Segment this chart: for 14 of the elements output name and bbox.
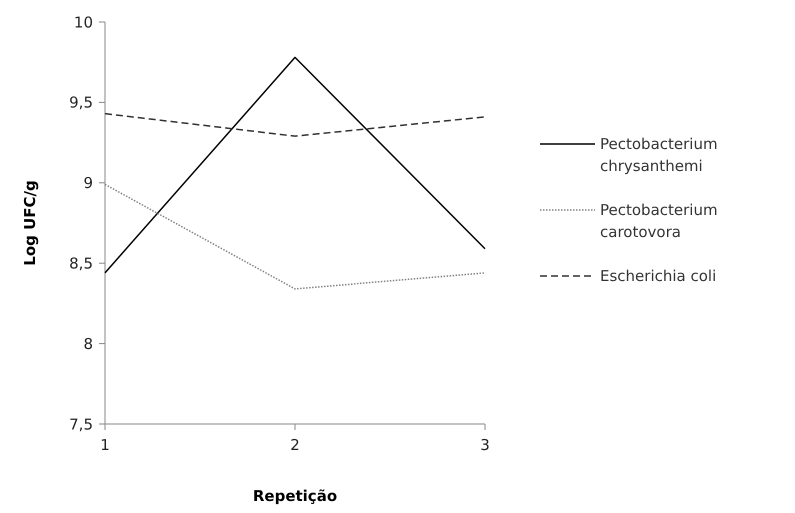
- x-tick-label: 1: [100, 436, 110, 454]
- x-axis-title: Repetição: [252, 487, 338, 505]
- y-tick-label: 8,5: [69, 254, 93, 272]
- legend-label: Pectobacterium carotovora: [600, 201, 718, 241]
- x-tick-label: 2: [290, 436, 300, 454]
- legend-label: Escherichia coli: [600, 267, 716, 285]
- y-tick-label: 8: [83, 334, 93, 353]
- x-tick-label: 3: [480, 436, 490, 454]
- y-tick-label: 7,5: [69, 415, 93, 434]
- y-tick-label: 9: [83, 174, 93, 192]
- y-tick-label: 9,5: [69, 94, 93, 112]
- legend-label: Pectobacterium chrysanthemi: [600, 135, 718, 175]
- y-axis-title: Log UFC/g: [21, 180, 39, 266]
- y-tick-label: 10: [74, 13, 93, 32]
